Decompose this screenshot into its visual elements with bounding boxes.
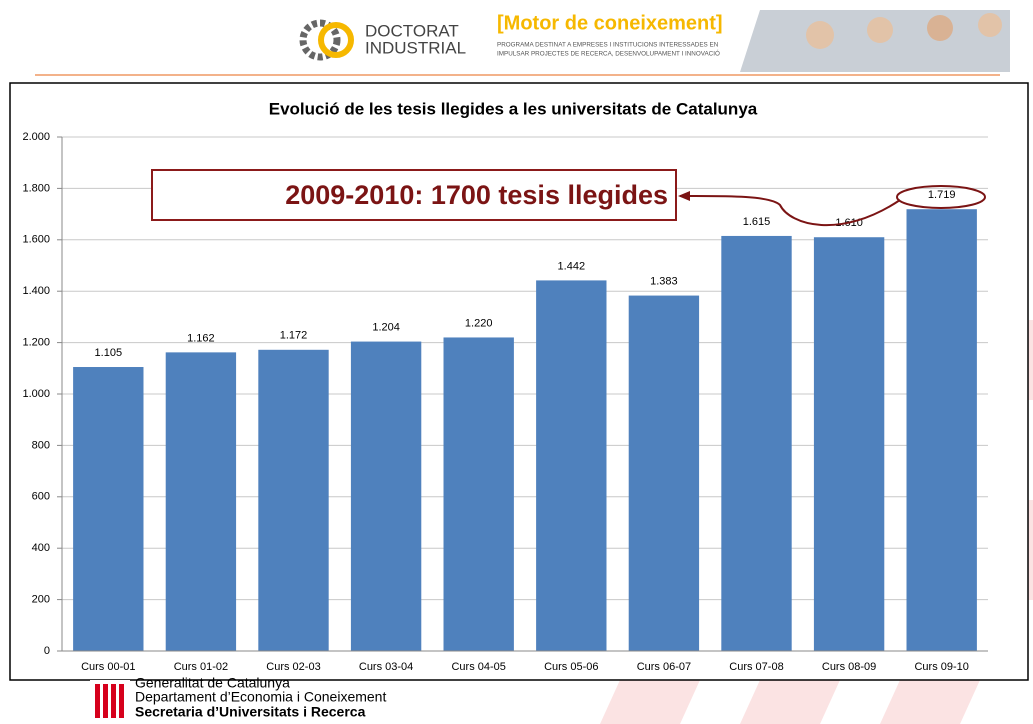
y-tick-label: 0 [44,645,50,657]
value-label: 1.204 [372,321,400,333]
value-label: 1.105 [95,347,123,359]
x-tick-label: Curs 04-05 [451,661,505,673]
footer-text: Secretaria d’Universitats i Recerca [135,704,366,720]
person [867,17,893,43]
page: DOCTORAT INDUSTRIAL [Motor de coneixemen… [0,0,1033,724]
program-text: IMPULSAR PROJECTES DE RECERCA, DESENVOLU… [497,49,720,58]
bar [73,367,143,651]
x-tick-label: Curs 00-01 [81,661,135,673]
x-tick-label: Curs 06-07 [637,661,691,673]
person [806,21,834,49]
y-tick-label: 400 [32,542,50,554]
y-tick-label: 1.600 [22,234,50,246]
x-tick-label: Curs 07-08 [729,661,783,673]
bar [258,350,328,651]
x-tick-label: Curs 05-06 [544,661,598,673]
bar [907,209,977,651]
header-photo [740,10,1010,72]
value-label: 1.719 [928,189,956,201]
bar [351,342,421,651]
y-tick-label: 1.400 [22,285,50,297]
y-tick-label: 1.800 [22,182,50,194]
tagline: [Motor de coneixement] [497,12,723,34]
person [927,15,953,41]
y-tick-label: 200 [32,594,50,606]
y-tick-label: 1.000 [22,388,50,400]
y-tick-label: 2.000 [22,131,50,143]
x-tick-label: Curs 03-04 [359,661,413,673]
program-text: PROGRAMA DESTINAT A EMPRESES I INSTITUCI… [497,42,719,49]
x-tick-label: Curs 01-02 [174,661,228,673]
x-tick-label: Curs 09-10 [914,661,968,673]
value-label: 1.442 [558,260,586,272]
logo-stripe [111,684,116,718]
bar [814,237,884,651]
bar [444,337,514,651]
bar [629,296,699,651]
value-label: 1.615 [743,216,771,228]
value-label: 1.172 [280,330,308,342]
x-tick-label: Curs 08-09 [822,661,876,673]
bar [536,280,606,651]
logo-stripe [103,684,108,718]
logo-stripe [95,684,100,718]
annotation: 2009-2010: 1700 tesis llegides [285,180,668,210]
y-tick-label: 800 [32,439,50,451]
logo-stripe [119,684,124,718]
footer-text: Departament d’Economia i Coneixement [135,689,386,705]
x-tick-label: Curs 02-03 [266,661,320,673]
y-tick-label: 600 [32,491,50,503]
slide: DOCTORAT INDUSTRIAL [Motor de coneixemen… [0,0,1033,724]
value-label: 1.383 [650,275,678,287]
bar [721,236,791,651]
person [978,13,1002,37]
value-label: 1.162 [187,332,215,344]
value-label: 1.220 [465,317,493,329]
chart-title: Evolució de les tesis llegides a les uni… [269,99,758,118]
bar [166,352,236,651]
logo-text: INDUSTRIAL [365,38,466,57]
y-tick-label: 1.200 [22,337,50,349]
